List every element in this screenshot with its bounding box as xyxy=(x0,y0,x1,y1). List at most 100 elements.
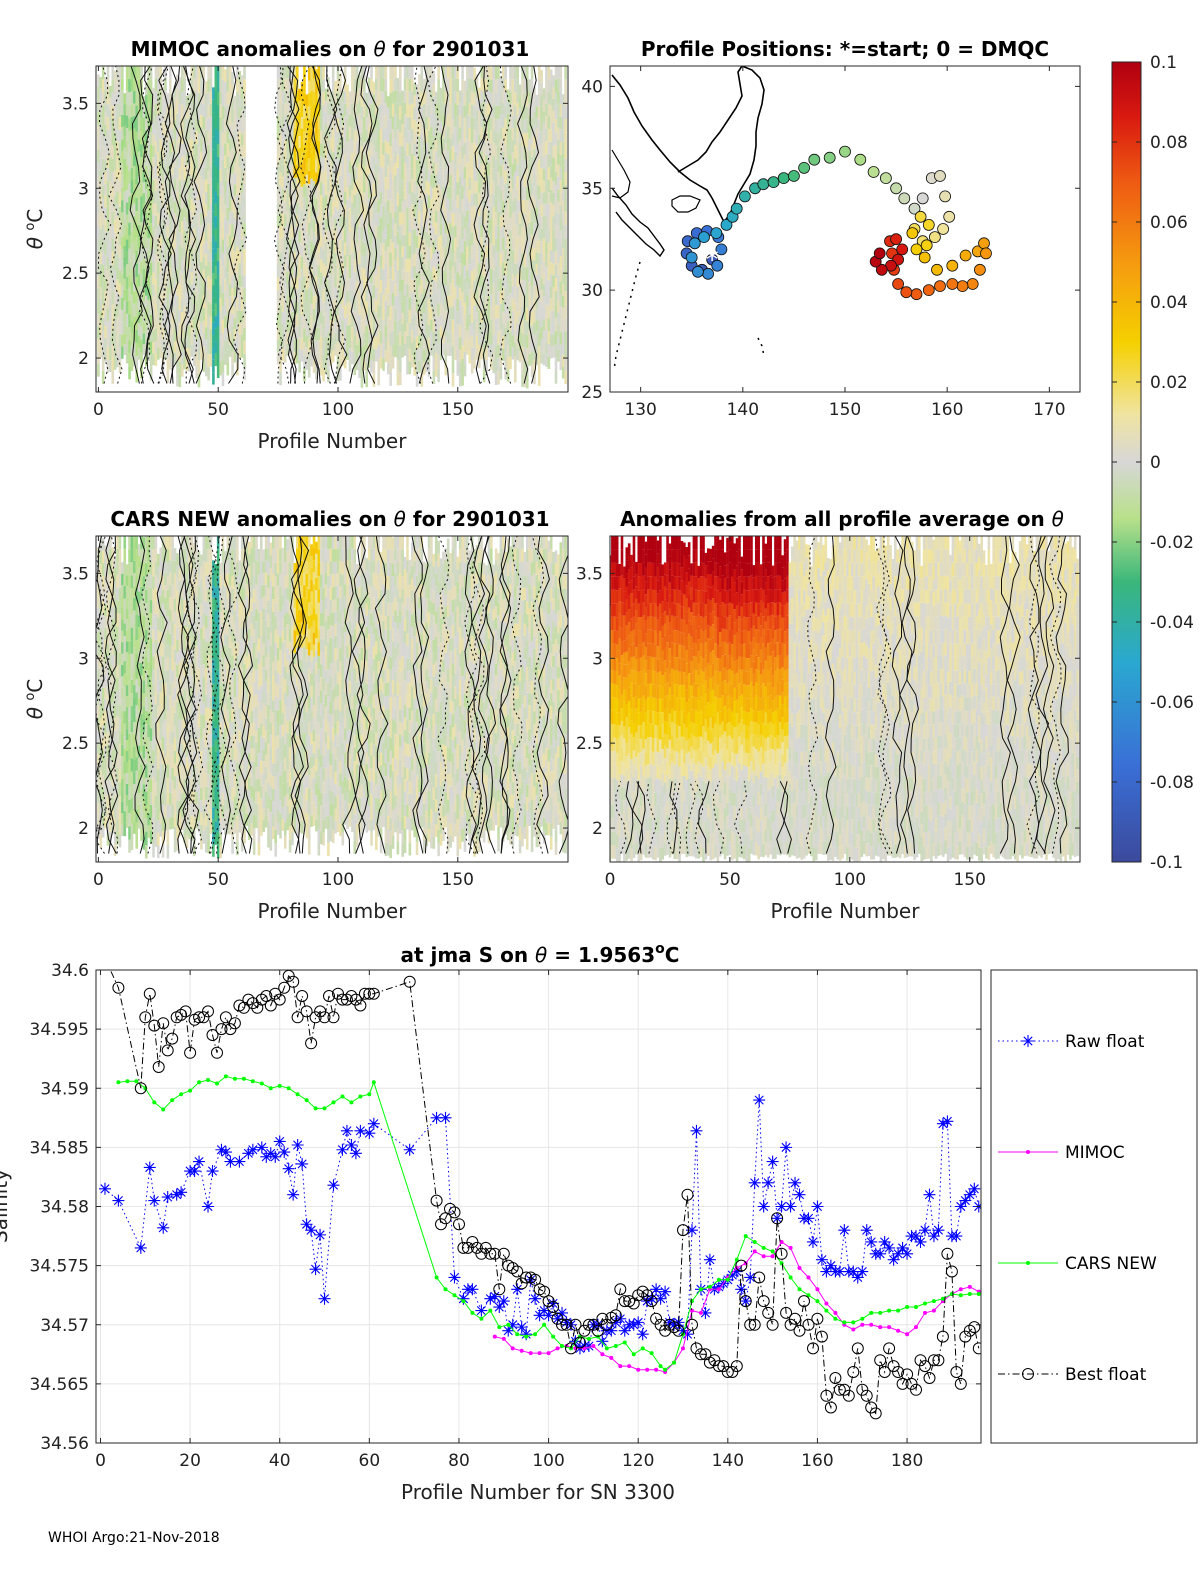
field-cell xyxy=(351,78,354,91)
field-cell xyxy=(451,106,455,120)
field-cell xyxy=(291,336,294,349)
field-cell xyxy=(490,294,493,307)
field-cell xyxy=(334,183,337,196)
field-cell xyxy=(125,239,129,252)
x-tick-label: 50 xyxy=(207,400,229,420)
field-cell xyxy=(365,325,369,339)
field-cell xyxy=(238,94,242,107)
field-cell xyxy=(379,204,383,218)
field-cell xyxy=(128,536,131,550)
colorbar-tick-label: -0.02 xyxy=(1150,533,1194,553)
field-cell xyxy=(542,88,546,100)
field-cell xyxy=(137,274,141,287)
field-cell xyxy=(116,216,119,230)
field-cell xyxy=(202,269,206,283)
field-cell xyxy=(293,152,297,166)
field-cell xyxy=(118,193,122,207)
field-cell xyxy=(231,300,234,314)
field-cell xyxy=(410,191,414,205)
field-cell xyxy=(478,204,481,217)
field-cell xyxy=(384,263,388,276)
field-cell xyxy=(113,693,117,706)
field-cell xyxy=(377,212,381,226)
field-cell xyxy=(240,204,244,217)
field-cell xyxy=(125,761,129,773)
contour-line xyxy=(365,66,379,384)
field-cell xyxy=(319,246,323,260)
field-cell xyxy=(319,130,323,144)
field-cell xyxy=(315,172,318,186)
field-cell xyxy=(111,738,115,751)
field-cell xyxy=(133,166,136,179)
field-cell xyxy=(365,92,369,106)
field-cell xyxy=(339,329,342,343)
field-cell xyxy=(432,279,436,293)
field-cell xyxy=(518,188,522,201)
field-cell xyxy=(504,235,508,249)
field-cell xyxy=(161,134,165,147)
field-cell xyxy=(125,165,129,178)
field-cell xyxy=(389,185,393,200)
field-cell xyxy=(327,356,330,370)
field-cell xyxy=(168,91,172,104)
field-cell xyxy=(353,169,357,182)
field-cell xyxy=(554,185,558,199)
field-cell xyxy=(101,198,105,212)
field-cell xyxy=(109,121,112,134)
field-cell xyxy=(106,631,110,644)
field-cell xyxy=(432,292,436,306)
field-cell xyxy=(540,326,543,340)
field-cell xyxy=(454,237,457,250)
field-cell xyxy=(303,144,306,158)
field-cell xyxy=(557,152,560,165)
field-cell xyxy=(216,287,220,301)
field-cell xyxy=(200,114,203,128)
field-cell xyxy=(185,290,189,303)
field-cell xyxy=(372,221,376,235)
field-cell xyxy=(281,164,285,177)
field-cell xyxy=(516,249,519,263)
field-cell xyxy=(487,163,491,176)
field-cell xyxy=(295,301,299,314)
field-cell xyxy=(276,153,280,166)
field-cell xyxy=(346,95,349,108)
field-cell xyxy=(413,192,416,206)
positions-axes-box xyxy=(609,65,1081,393)
field-cell xyxy=(140,313,143,327)
profile-position-marker xyxy=(974,263,986,276)
field-cell xyxy=(283,164,287,178)
field-cell xyxy=(291,262,294,275)
field-cell xyxy=(492,155,496,169)
field-cell xyxy=(149,105,153,119)
field-cell xyxy=(346,256,349,269)
field-cell xyxy=(202,142,206,156)
field-cell xyxy=(437,210,440,225)
field-cell xyxy=(118,270,122,284)
field-cell xyxy=(200,151,203,164)
field-cell xyxy=(506,174,510,187)
field-cell xyxy=(451,212,455,227)
field-cell xyxy=(478,333,481,345)
field-cell xyxy=(463,351,467,365)
field-cell xyxy=(494,172,498,186)
field-cell xyxy=(185,130,189,142)
field-cell xyxy=(104,804,107,817)
field-cell xyxy=(97,741,100,755)
contour-line xyxy=(193,66,208,384)
field-cell xyxy=(430,138,433,151)
field-cell xyxy=(379,355,383,369)
field-cell xyxy=(183,268,186,281)
field-cell xyxy=(116,291,119,305)
field-cell xyxy=(557,176,560,190)
field-cell xyxy=(97,175,100,188)
field-cell xyxy=(118,743,122,757)
field-cell xyxy=(456,169,460,183)
field-cell xyxy=(283,103,287,116)
field-cell xyxy=(195,92,198,106)
field-cell xyxy=(497,265,500,279)
field-cell xyxy=(188,336,191,349)
field-cell xyxy=(331,78,335,91)
field-cell xyxy=(513,263,517,277)
x-tick-label: 100 xyxy=(322,400,354,420)
